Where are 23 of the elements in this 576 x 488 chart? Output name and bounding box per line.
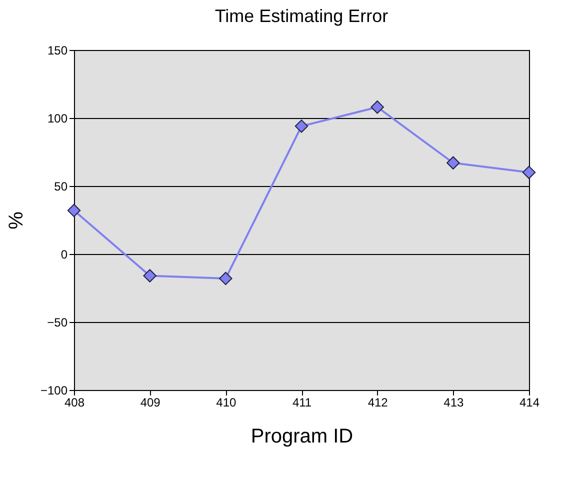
- y-tick-label: 150: [47, 44, 68, 58]
- y-tick-label: 50: [54, 180, 68, 194]
- x-tick-label: 408: [64, 396, 85, 410]
- x-tick-label: 414: [519, 396, 540, 410]
- x-tick-label: 410: [216, 396, 236, 410]
- x-tick-label: 412: [368, 396, 388, 410]
- x-tick-label: 413: [444, 396, 464, 410]
- point: [522, 166, 536, 180]
- point: [370, 100, 384, 114]
- point: [143, 269, 156, 282]
- y-axis-title: %: [5, 211, 28, 230]
- y-tick-label: 100: [47, 112, 68, 126]
- x-axis-title: Program ID: [250, 426, 354, 448]
- x-tick-label: 411: [292, 396, 312, 410]
- point: [446, 156, 460, 170]
- point: [219, 272, 232, 286]
- x-tick-label: 409: [140, 396, 161, 410]
- y-tick-label: −50: [47, 316, 68, 330]
- point: [67, 204, 81, 218]
- y-tick-label: 0: [60, 248, 68, 262]
- chart-title: Time Estimating Error: [214, 6, 388, 26]
- y-tick-label: −100: [40, 384, 68, 398]
- point: [294, 120, 308, 133]
